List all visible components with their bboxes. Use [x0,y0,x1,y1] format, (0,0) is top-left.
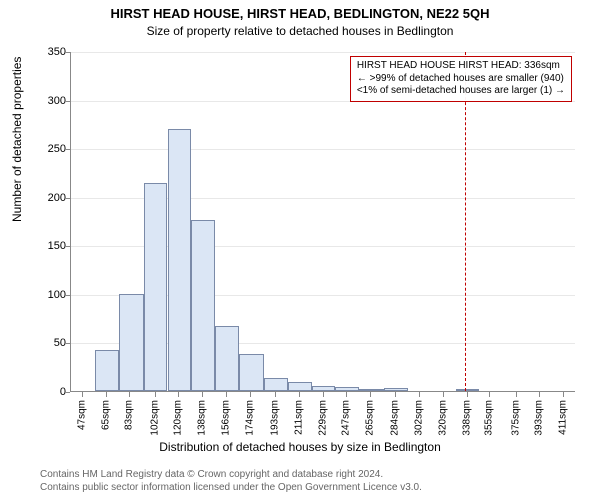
histogram-bar [359,389,384,391]
y-tick-label: 0 [26,386,66,398]
chart-title-main: HIRST HEAD HOUSE, HIRST HEAD, BEDLINGTON… [0,6,600,21]
x-tick-label: 120sqm [173,400,184,436]
x-tick-label: 393sqm [534,400,545,436]
x-tick-label: 211sqm [293,400,304,435]
x-tick-mark [226,392,227,397]
x-tick-label: 65sqm [100,400,111,430]
histogram-bar [119,294,144,391]
legend-box: HIRST HEAD HOUSE HIRST HEAD: 336sqm ← >9… [350,56,572,102]
y-tick-label: 100 [26,289,66,301]
x-tick-label: 229sqm [317,400,328,436]
histogram-bar [264,378,288,391]
histogram-bar [95,350,119,391]
legend-line-1: HIRST HEAD HOUSE HIRST HEAD: 336sqm [357,60,565,73]
x-tick-mark [178,392,179,397]
x-tick-mark [129,392,130,397]
x-tick-label: 265sqm [365,400,376,436]
x-tick-label: 302sqm [414,400,425,436]
x-tick-mark [155,392,156,397]
x-tick-label: 411sqm [558,400,569,435]
x-tick-label: 193sqm [269,400,280,436]
x-tick-label: 174sqm [244,400,255,436]
y-tick-mark [65,149,70,150]
y-tick-label: 250 [26,143,66,155]
plot-area [70,52,575,392]
x-tick-mark [299,392,300,397]
x-tick-mark [539,392,540,397]
y-tick-mark [65,295,70,296]
chart-title-sub: Size of property relative to detached ho… [0,24,600,38]
x-tick-label: 47sqm [76,400,87,430]
x-tick-mark [419,392,420,397]
histogram-bar [215,326,239,391]
y-tick-mark [65,101,70,102]
y-tick-mark [65,52,70,53]
histogram-bar [191,220,215,391]
y-tick-mark [65,392,70,393]
x-tick-mark [202,392,203,397]
gridline [71,52,575,53]
histogram-bar [384,388,408,391]
x-tick-mark [250,392,251,397]
x-tick-mark [516,392,517,397]
footer-attribution: Contains HM Land Registry data © Crown c… [40,469,422,494]
x-tick-mark [443,392,444,397]
x-tick-mark [395,392,396,397]
y-tick-label: 50 [26,337,66,349]
x-tick-mark [563,392,564,397]
x-tick-mark [346,392,347,397]
x-tick-label: 247sqm [341,400,352,436]
footer-line-1: Contains HM Land Registry data © Crown c… [40,469,422,482]
legend-line-3: <1% of semi-detached houses are larger (… [357,85,565,98]
y-axis-label: Number of detached properties [10,57,24,222]
property-marker-line [465,52,466,391]
x-tick-label: 102sqm [149,400,160,436]
x-tick-label: 138sqm [197,400,208,436]
property-histogram-chart: HIRST HEAD HOUSE, HIRST HEAD, BEDLINGTON… [0,0,600,500]
histogram-bar [456,389,480,391]
legend-line-2: ← >99% of detached houses are smaller (9… [357,73,565,86]
y-tick-label: 300 [26,95,66,107]
histogram-bar [239,354,264,391]
x-tick-label: 83sqm [124,400,135,430]
x-tick-mark [467,392,468,397]
y-tick-mark [65,198,70,199]
y-tick-label: 350 [26,46,66,58]
x-tick-label: 320sqm [437,400,448,436]
footer-line-2: Contains public sector information licen… [40,482,422,495]
x-axis-label: Distribution of detached houses by size … [0,440,600,454]
x-tick-mark [489,392,490,397]
histogram-bar [335,387,359,391]
y-tick-mark [65,343,70,344]
x-tick-mark [106,392,107,397]
x-tick-mark [275,392,276,397]
histogram-bar [312,386,336,391]
x-tick-mark [82,392,83,397]
gridline [71,149,575,150]
x-tick-label: 375sqm [510,400,521,436]
histogram-bar [288,382,312,391]
x-tick-mark [370,392,371,397]
histogram-bar [144,183,168,391]
x-tick-label: 156sqm [220,400,231,436]
x-tick-label: 355sqm [484,400,495,436]
x-tick-mark [323,392,324,397]
y-tick-label: 150 [26,240,66,252]
x-tick-label: 338sqm [461,400,472,436]
y-tick-mark [65,246,70,247]
histogram-bar [168,129,192,391]
y-tick-label: 200 [26,192,66,204]
x-tick-label: 284sqm [390,400,401,436]
